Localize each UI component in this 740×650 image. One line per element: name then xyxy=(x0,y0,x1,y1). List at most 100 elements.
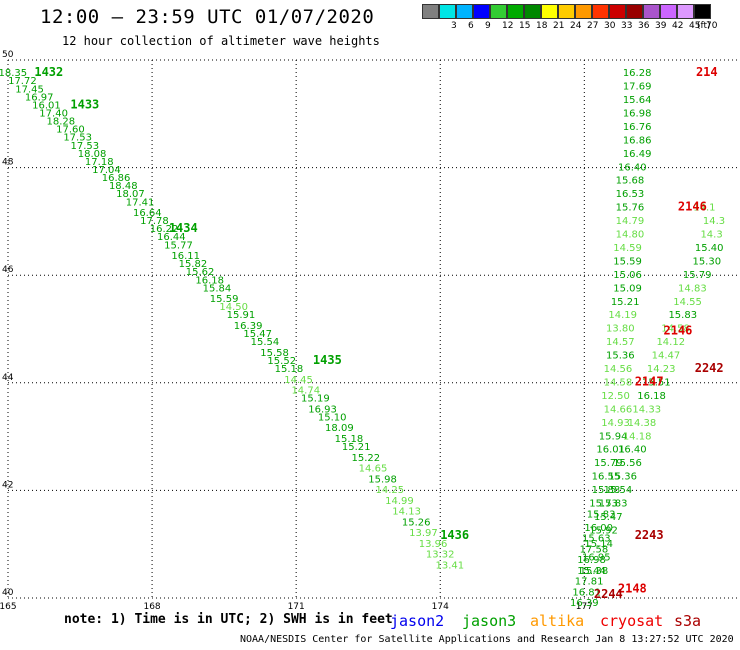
wave-height-value: 14.55 xyxy=(673,297,702,308)
wave-height-value: 14.33 xyxy=(632,404,661,415)
wave-height-value: 15.51 xyxy=(642,377,671,388)
wave-height-value: 18.07 xyxy=(116,189,145,200)
wave-height-value: 15.21 xyxy=(611,297,640,308)
wave-height-value: 16.53 xyxy=(616,189,645,200)
scale-label: 9 xyxy=(485,21,491,31)
wave-height-value: 16.98 xyxy=(577,555,606,566)
scale-swatch xyxy=(422,4,439,19)
wave-height-value: 15.76 xyxy=(616,203,645,214)
y-tick-label: 44 xyxy=(2,373,14,383)
wave-height-value: 15.26 xyxy=(402,517,431,528)
wave-height-value: 12.50 xyxy=(601,391,630,402)
x-tick-label: 177 xyxy=(576,602,593,612)
scale-label: 24 xyxy=(570,21,582,31)
wave-height-value: 16.18 xyxy=(195,275,224,286)
wave-height-value: 15.59 xyxy=(613,256,642,267)
wave-height-value: 15.21 xyxy=(342,442,371,453)
wave-height-value: 15.36 xyxy=(608,472,637,483)
wave-height-value: 18.48 xyxy=(109,181,138,192)
pass-label: 2244 xyxy=(594,587,623,601)
wave-height-value: 14.83 xyxy=(678,283,707,294)
wave-height-value: 15.73 xyxy=(589,499,618,510)
wave-height-value: 15.44 xyxy=(577,566,606,577)
scale-unit-label: (ft) xyxy=(697,21,711,31)
wave-height-value: 17.60 xyxy=(56,125,85,136)
wave-height-value: 14.25 xyxy=(375,485,404,496)
pass-label: 1435 xyxy=(313,353,342,367)
wave-height-value: 15.94 xyxy=(599,431,628,442)
wave-height-value: 15.77 xyxy=(164,240,193,251)
wave-height-value: 15.18 xyxy=(275,364,304,375)
pass-label: 2146 xyxy=(678,200,707,214)
wave-height-value: 16.97 xyxy=(25,92,54,103)
wave-height-value: 16.93 xyxy=(308,404,337,415)
legend-jason3: jason3 xyxy=(462,612,517,630)
wave-height-value: 16.00 xyxy=(584,523,613,534)
wave-height-value: 14.80 xyxy=(616,230,645,241)
pass-label: 1434 xyxy=(169,221,198,235)
wave-height-value: 14.45 xyxy=(284,375,313,386)
wave-height-value: 18.09 xyxy=(325,423,354,434)
legend-cryosat: cryosat xyxy=(600,612,664,630)
wave-height-value: 15.79 xyxy=(594,458,623,469)
legend-jason2: jason2 xyxy=(390,612,445,630)
scale-label: 27 xyxy=(587,21,599,31)
wave-height-value: 13.80 xyxy=(606,324,635,335)
wave-height-value: 16.76 xyxy=(623,122,652,133)
wave-height-value: 16.40 xyxy=(618,445,647,456)
wave-height-value: 14.18 xyxy=(623,431,652,442)
credit-line: NOAA/NESDIS Center for Satellite Applica… xyxy=(240,634,734,645)
wave-height-value: 14.50 xyxy=(219,302,248,313)
wave-height-value: 15.82 xyxy=(179,259,208,270)
x-tick-label: 165 xyxy=(0,602,17,612)
scale-label: 42 xyxy=(672,21,684,31)
chart-title: 12:00 – 23:59 UTC 01/07/2020 xyxy=(40,6,375,28)
wave-height-value: 16.40 xyxy=(618,162,647,173)
scale-label: 33 xyxy=(621,21,633,31)
wave-height-value: 15.19 xyxy=(301,394,330,405)
scale-swatch xyxy=(507,4,524,19)
wave-height-value: 14.3 xyxy=(703,216,725,227)
x-tick-label: 171 xyxy=(288,602,305,612)
scale-label: 3 xyxy=(451,21,457,31)
chart-subtitle: 12 hour collection of altimeter wave hei… xyxy=(62,34,380,48)
wave-height-value: 16.95 xyxy=(582,552,611,563)
scale-label: 12 xyxy=(502,21,514,31)
wave-height-value: 14.3 xyxy=(700,230,722,241)
scale-swatch xyxy=(677,4,694,19)
wave-height-value: 14.74 xyxy=(291,386,320,397)
y-tick-label: 40 xyxy=(2,588,14,598)
y-tick-label: 42 xyxy=(2,480,13,490)
wave-height-value: 15.79 xyxy=(683,270,712,281)
scale-label: 36 xyxy=(638,21,650,31)
wave-height-value: 18.08 xyxy=(78,149,107,160)
x-tick-label: 174 xyxy=(432,602,449,612)
wave-height-value: 18.35 xyxy=(0,68,27,79)
wave-height-value: 15.83 xyxy=(668,310,697,321)
wave-height-value: 15.91 xyxy=(227,310,256,321)
wave-height-value: 14.66 xyxy=(604,404,633,415)
wave-height-value: 14.93 xyxy=(601,418,630,429)
x-tick-label: 168 xyxy=(143,602,160,612)
wave-height-value: 15.47 xyxy=(594,512,623,523)
wave-height-value: 13.96 xyxy=(419,539,448,550)
wave-height-value: 16.11 xyxy=(171,251,200,262)
wave-height-value: 15.63 xyxy=(582,534,611,545)
wave-height-value: 14.13 xyxy=(392,507,421,518)
pass-label: 2146 xyxy=(664,323,693,337)
scale-label: 6 xyxy=(468,21,474,31)
wave-height-value: 13.41 xyxy=(436,560,465,571)
scale-label: 45 xyxy=(689,21,701,31)
scale-swatch xyxy=(439,4,456,19)
wave-height-value: 17.78 xyxy=(140,216,169,227)
wave-height-value: 15.56 xyxy=(613,458,642,469)
wave-height-value: 15.98 xyxy=(368,474,397,485)
wave-height-value: 14.58 xyxy=(661,324,690,335)
scale-label: 39 xyxy=(655,21,667,31)
wave-height-value: 17.81 xyxy=(575,577,604,588)
pass-label: 2242 xyxy=(695,361,724,375)
scale-swatch xyxy=(575,4,592,19)
pass-label: 2147 xyxy=(635,374,664,388)
wave-height-value: 18.28 xyxy=(47,117,76,128)
